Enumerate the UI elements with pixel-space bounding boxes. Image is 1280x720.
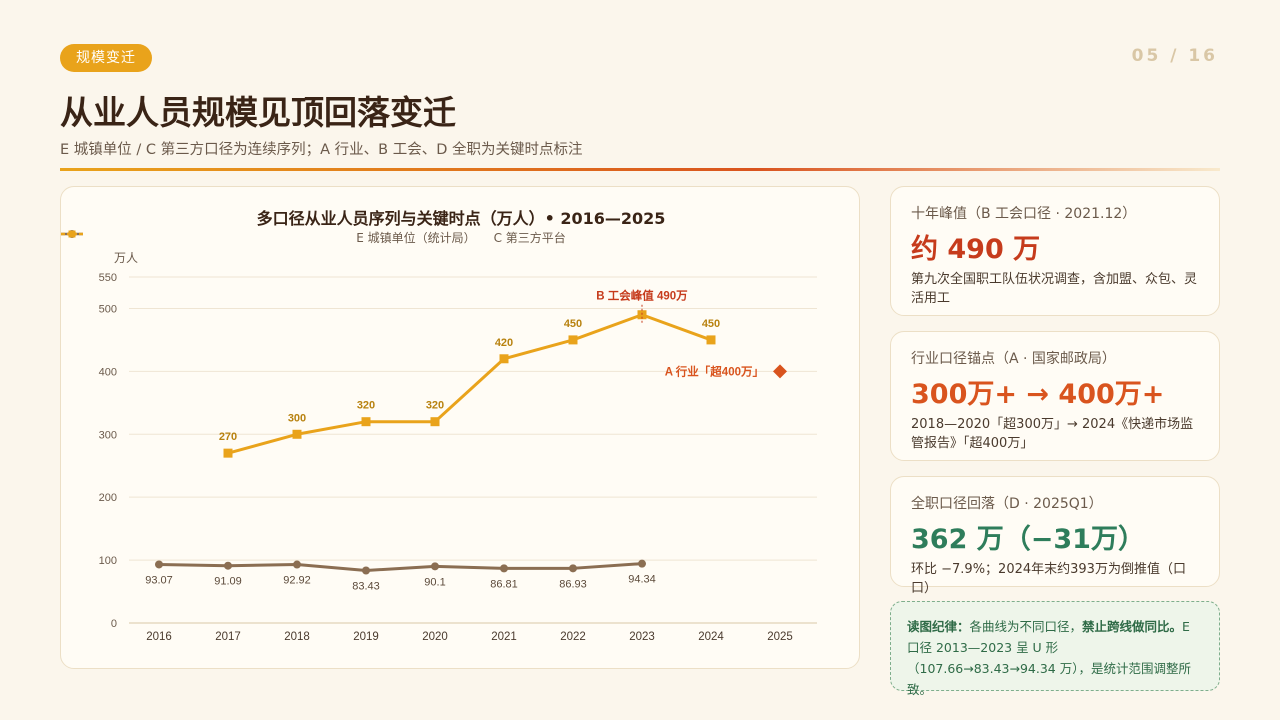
data-label-c: 300 xyxy=(288,412,306,424)
kpi-value: 362 万（−31万） xyxy=(911,524,1145,555)
legend-item-e: E 城镇单位（统计局） xyxy=(61,229,476,246)
y-tick-label: 200 xyxy=(99,492,117,504)
title-divider xyxy=(60,168,1220,171)
reading-rule-note: 读图纪律：各曲线为不同口径，禁止跨线做同比。E 口径 2013—2023 呈 U… xyxy=(890,601,1220,697)
data-label-c: 320 xyxy=(357,400,375,412)
x-tick-label: 2018 xyxy=(284,631,310,643)
data-point-e xyxy=(224,561,232,570)
chart-title: 多口径从业人员序列与关键时点（万人）• 2016—2025 xyxy=(256,209,666,228)
y-tick-label: 100 xyxy=(99,555,117,567)
page-subtitle: E 城镇单位 / C 第三方口径为连续序列；A 行业、B 工会、D 全职为关键时… xyxy=(60,142,583,158)
kpi-card-industry: 行业口径锚点（A · 国家邮政局） 300万+ → 400万+ 2018—202… xyxy=(890,331,1220,461)
data-point-c xyxy=(223,448,233,458)
data-label-e: 93.07 xyxy=(145,574,173,586)
data-label-c: 420 xyxy=(495,337,513,349)
data-label-e: 94.34 xyxy=(628,574,656,586)
legend-label-e: E 城镇单位（统计局） xyxy=(356,231,476,245)
data-label-c: 450 xyxy=(702,318,720,330)
data-point-e xyxy=(431,562,439,571)
data-label-e: 91.09 xyxy=(214,576,242,588)
note-emphasis: 禁止跨线做同比。 xyxy=(1082,619,1183,634)
data-point-c xyxy=(499,354,509,364)
x-tick-label: 2025 xyxy=(767,631,793,643)
kpi-value: 约 490 万 xyxy=(911,234,1041,265)
data-point-e xyxy=(362,566,370,575)
legend-marker-c xyxy=(61,230,83,238)
data-point-e xyxy=(500,564,508,573)
annotation-peak-label: B 工会峰值 490万 xyxy=(596,289,688,303)
data-label-c: 270 xyxy=(219,431,237,443)
data-point-e xyxy=(569,564,577,573)
data-point-e xyxy=(293,560,301,569)
data-label-e: 83.43 xyxy=(352,581,380,593)
data-point-e xyxy=(638,559,646,568)
annotation-industry-marker xyxy=(773,364,787,379)
data-point-c xyxy=(568,335,578,345)
data-point-e xyxy=(155,560,163,569)
x-tick-label: 2022 xyxy=(560,631,586,643)
section-tag: 规模变迁 xyxy=(60,44,152,72)
page-number: 05 / 16 xyxy=(1131,46,1218,66)
kpi-note: 第九次全国职工队伍状况调查，含加盟、众包、灵活用工 xyxy=(911,272,1198,306)
data-point-c xyxy=(706,335,716,345)
legend-item-c: C 第三方平台 xyxy=(61,229,566,246)
chart-legend: E 城镇单位（统计局） C 第三方平台 xyxy=(61,229,861,246)
kpi-card-peak: 十年峰值（B 工会口径 · 2021.12） 约 490 万 第九次全国职工队伍… xyxy=(890,186,1220,316)
data-point-c xyxy=(430,417,440,427)
kpi-label: 十年峰值（B 工会口径 · 2021.12） xyxy=(911,206,1137,222)
x-tick-label: 2017 xyxy=(215,631,241,643)
series-line-c xyxy=(227,313,712,455)
note-text: E 口径 2013—2023 呈 U 形（107.66→83.43→94.34 … xyxy=(907,619,1191,697)
data-point-c xyxy=(292,429,302,439)
kpi-note: 环比 −7.9%；2024年末约393万为倒推值（口口） xyxy=(911,562,1186,596)
y-tick-label: 0 xyxy=(111,618,117,630)
kpi-value: 300万+ → 400万+ xyxy=(911,379,1165,410)
data-label-e: 90.1 xyxy=(424,576,445,588)
y-tick-label: 550 xyxy=(99,272,117,284)
y-axis-unit: 万人 xyxy=(114,251,139,265)
legend-label-c: C 第三方平台 xyxy=(493,231,566,245)
x-tick-label: 2016 xyxy=(146,631,172,643)
x-tick-label: 2024 xyxy=(698,631,724,643)
note-lead: 读图纪律： xyxy=(907,619,970,634)
kpi-note: 2018—2020「超300万」→ 2024《快递市场监管报告》「超400万」 xyxy=(911,417,1194,451)
kpi-card-fulltime: 全职口径回落（D · 2025Q1） 362 万（−31万） 环比 −7.9%；… xyxy=(890,476,1220,596)
chart-plot: 0 100 200 300 400 500 550 2016 2017 2018 2019 2020 2… xyxy=(99,272,817,643)
x-tick-label: 2021 xyxy=(491,631,517,643)
y-tick-label: 300 xyxy=(99,429,117,441)
page-title: 从业人员规模见顶回落变迁 xyxy=(60,93,456,132)
kpi-label: 全职口径回落（D · 2025Q1） xyxy=(911,496,1103,512)
data-label-e: 92.92 xyxy=(283,575,311,587)
kpi-label: 行业口径锚点（A · 国家邮政局） xyxy=(911,351,1116,367)
series-line-e xyxy=(158,562,643,573)
x-tick-label: 2020 xyxy=(422,631,448,643)
data-label-e: 86.81 xyxy=(490,578,518,590)
x-tick-label: 2023 xyxy=(629,631,655,643)
y-tick-label: 400 xyxy=(99,366,117,378)
data-label-c: 320 xyxy=(426,400,444,412)
annotation-industry-label: A 行业「超400万」 xyxy=(665,364,764,378)
x-tick-label: 2019 xyxy=(353,631,379,643)
data-point-c xyxy=(361,417,371,427)
y-tick-label: 500 xyxy=(99,303,117,315)
data-label-c: 450 xyxy=(564,318,582,330)
note-text: 各曲线为不同口径， xyxy=(969,619,1083,634)
data-label-e: 86.93 xyxy=(559,578,587,590)
chart-card: 0 100 200 300 400 500 550 2016 2017 2018 2019 2020 2… xyxy=(60,186,860,669)
